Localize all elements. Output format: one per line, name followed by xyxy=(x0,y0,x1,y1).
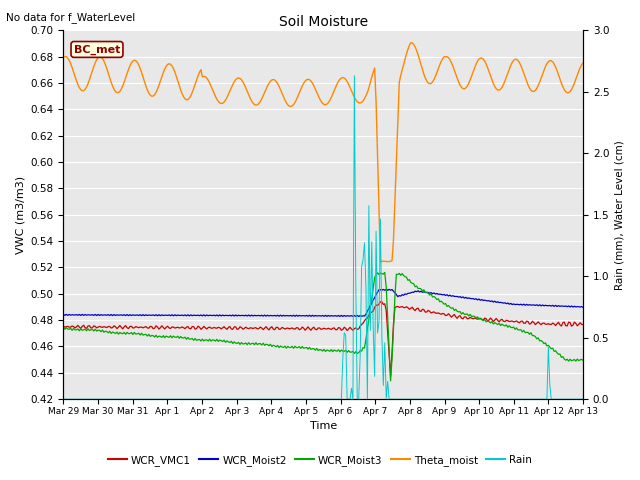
Y-axis label: Rain (mm), Water Level (cm): Rain (mm), Water Level (cm) xyxy=(615,140,625,289)
Title: Soil Moisture: Soil Moisture xyxy=(278,15,368,29)
Text: BC_met: BC_met xyxy=(74,44,120,55)
Text: No data for f_WaterLevel: No data for f_WaterLevel xyxy=(6,12,136,23)
Legend: WCR_VMC1, WCR_Moist2, WCR_Moist3, Theta_moist, Rain: WCR_VMC1, WCR_Moist2, WCR_Moist3, Theta_… xyxy=(104,451,536,470)
X-axis label: Time: Time xyxy=(310,421,337,432)
Y-axis label: VWC (m3/m3): VWC (m3/m3) xyxy=(15,176,25,254)
